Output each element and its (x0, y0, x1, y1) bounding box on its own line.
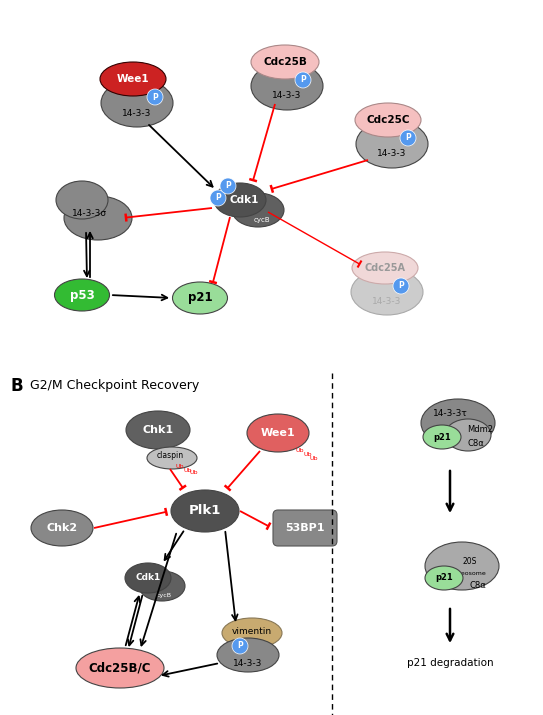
Text: Plk1: Plk1 (189, 505, 221, 518)
Ellipse shape (356, 120, 428, 168)
Text: p21: p21 (433, 433, 451, 441)
Text: Wee1: Wee1 (261, 428, 295, 438)
Text: 14-3-3: 14-3-3 (372, 297, 402, 307)
Circle shape (295, 72, 311, 88)
Text: Chk1: Chk1 (142, 425, 174, 435)
Ellipse shape (425, 566, 463, 590)
Text: Ub: Ub (176, 465, 185, 470)
Ellipse shape (54, 279, 110, 311)
Text: Cdc25A: Cdc25A (364, 263, 406, 273)
Text: P: P (398, 282, 404, 290)
Text: G2/M Checkpoint Recovery: G2/M Checkpoint Recovery (30, 380, 199, 393)
Ellipse shape (125, 563, 171, 593)
Text: P: P (152, 92, 158, 102)
Ellipse shape (171, 490, 239, 532)
Circle shape (400, 130, 416, 146)
Text: vimentin: vimentin (232, 626, 272, 636)
Ellipse shape (147, 447, 197, 469)
Text: P: P (300, 76, 306, 84)
Ellipse shape (126, 411, 190, 449)
Text: 14-3-3: 14-3-3 (233, 659, 263, 668)
Text: cycB: cycB (254, 217, 270, 223)
Text: Cdc25B/C: Cdc25B/C (89, 661, 151, 674)
Circle shape (232, 638, 248, 654)
Text: Mdm2: Mdm2 (467, 425, 493, 433)
Ellipse shape (232, 193, 284, 227)
Text: 14-3-3: 14-3-3 (122, 109, 151, 117)
Ellipse shape (352, 252, 418, 284)
Ellipse shape (445, 419, 491, 451)
Ellipse shape (100, 62, 166, 96)
Text: Cdc25C: Cdc25C (366, 115, 410, 125)
Circle shape (147, 89, 163, 105)
Ellipse shape (251, 62, 323, 110)
Ellipse shape (351, 269, 423, 315)
Text: proteosome: proteosome (448, 571, 486, 576)
Text: 14-3-3τ: 14-3-3τ (433, 408, 468, 418)
Text: 14-3-3σ: 14-3-3σ (72, 209, 108, 217)
Ellipse shape (251, 45, 319, 79)
Text: 20S: 20S (463, 556, 477, 566)
Text: P: P (215, 194, 221, 202)
Text: p21: p21 (188, 292, 212, 305)
Ellipse shape (247, 414, 309, 452)
Text: p21 degradation: p21 degradation (407, 658, 493, 668)
Text: p53: p53 (70, 288, 94, 302)
Text: p21: p21 (435, 573, 453, 583)
Ellipse shape (217, 638, 279, 672)
Text: Cdk1: Cdk1 (229, 195, 258, 205)
Text: C8α: C8α (468, 438, 484, 448)
Text: cycB: cycB (156, 593, 172, 598)
Text: Cdc25B: Cdc25B (263, 57, 307, 67)
Text: Chk2: Chk2 (47, 523, 78, 533)
Circle shape (220, 178, 236, 194)
Ellipse shape (421, 399, 495, 447)
Text: P: P (237, 641, 243, 651)
Text: 14-3-3: 14-3-3 (272, 92, 302, 101)
Text: 14-3-3: 14-3-3 (377, 149, 407, 159)
Ellipse shape (101, 79, 173, 127)
Ellipse shape (64, 196, 132, 240)
Ellipse shape (173, 282, 228, 314)
Ellipse shape (222, 618, 282, 648)
Ellipse shape (355, 103, 421, 137)
Ellipse shape (425, 542, 499, 590)
Text: Ub: Ub (303, 453, 312, 458)
Text: claspin: claspin (156, 451, 184, 460)
Text: P: P (405, 134, 411, 142)
Text: Ub: Ub (190, 470, 199, 475)
Text: Ub: Ub (296, 448, 305, 453)
Text: Wee1: Wee1 (117, 74, 149, 84)
Text: Cdk1: Cdk1 (135, 573, 161, 583)
Text: Ub: Ub (183, 468, 192, 473)
Ellipse shape (56, 181, 108, 219)
FancyBboxPatch shape (273, 510, 337, 546)
Circle shape (210, 190, 226, 206)
Ellipse shape (423, 425, 461, 449)
Ellipse shape (31, 510, 93, 546)
Ellipse shape (214, 183, 266, 217)
Ellipse shape (76, 648, 164, 688)
Text: C8α: C8α (470, 581, 487, 591)
Text: 53BP1: 53BP1 (285, 523, 325, 533)
Text: B: B (10, 377, 23, 395)
Text: Ub: Ub (310, 456, 319, 461)
Ellipse shape (139, 571, 185, 601)
Circle shape (393, 278, 409, 294)
Text: P: P (225, 182, 231, 190)
